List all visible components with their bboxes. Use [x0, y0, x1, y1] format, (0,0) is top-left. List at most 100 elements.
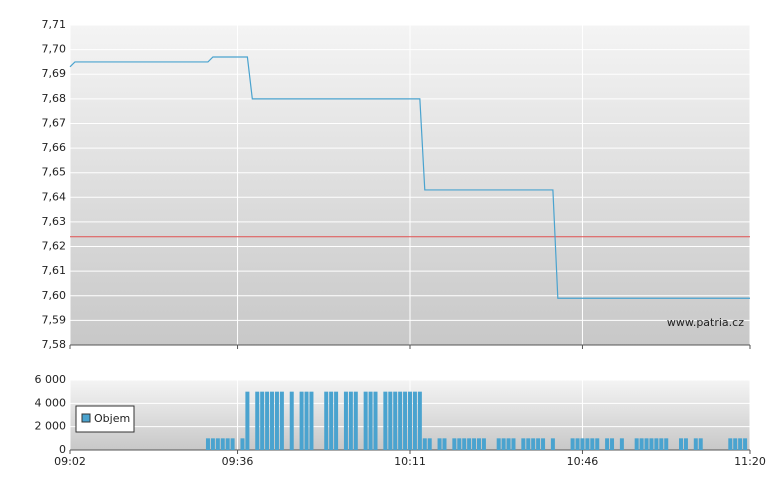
volume-bar: [683, 438, 688, 450]
volume-bar: [274, 391, 279, 450]
volume-bar: [664, 438, 669, 450]
y-tick-label: 6 000: [35, 373, 67, 386]
volume-bar: [230, 438, 235, 450]
volume-bar: [472, 438, 477, 450]
y-tick-label: 4 000: [35, 396, 67, 409]
volume-bar: [403, 391, 408, 450]
y-tick-label: 7,66: [42, 141, 67, 154]
volume-bar: [225, 438, 230, 450]
y-tick-label: 7,68: [42, 92, 67, 105]
volume-bar: [738, 438, 743, 450]
volume-bar: [570, 438, 575, 450]
y-tick-label: 7,60: [42, 289, 67, 302]
volume-bar: [220, 438, 225, 450]
volume-bar: [462, 438, 467, 450]
volume-bar: [442, 438, 447, 450]
volume-bar: [467, 438, 472, 450]
volume-bar: [639, 438, 644, 450]
volume-bar: [388, 391, 393, 450]
x-tick-label: 11:20: [734, 455, 766, 468]
volume-bar: [521, 438, 526, 450]
volume-bar: [550, 438, 555, 450]
volume-bar: [210, 438, 215, 450]
volume-bar: [698, 438, 703, 450]
volume-bar: [289, 391, 294, 450]
y-tick-label: 7,59: [42, 313, 67, 326]
volume-bar: [348, 391, 353, 450]
volume-bar: [368, 391, 373, 450]
y-tick-label: 7,67: [42, 116, 67, 129]
volume-bar: [373, 391, 378, 450]
volume-bar: [324, 391, 329, 450]
volume-bar: [585, 438, 590, 450]
volume-bar: [398, 391, 403, 450]
volume-bar: [511, 438, 516, 450]
volume-bar: [260, 391, 265, 450]
volume-bar: [334, 391, 339, 450]
y-tick-label: 7,64: [42, 190, 67, 203]
volume-bar: [304, 391, 309, 450]
volume-bar: [299, 391, 304, 450]
y-tick-label: 7,63: [42, 215, 67, 228]
volume-bar: [536, 438, 541, 450]
legend-box: [75, 405, 135, 433]
volume-bar: [595, 438, 600, 450]
volume-bar: [506, 438, 511, 450]
y-tick-label: 7,62: [42, 240, 67, 253]
volume-bar: [743, 438, 748, 450]
volume-bar: [649, 438, 654, 450]
volume-bar: [343, 391, 348, 450]
volume-bar: [634, 438, 639, 450]
volume-bar: [427, 438, 432, 450]
y-tick-label: 0: [59, 443, 66, 456]
watermark: www.patria.cz: [667, 316, 744, 329]
y-tick-label: 7,69: [42, 67, 67, 80]
volume-bar: [644, 438, 649, 450]
volume-bar: [531, 438, 536, 450]
volume-bar: [309, 391, 314, 450]
volume-bar: [590, 438, 595, 450]
volume-bar: [265, 391, 270, 450]
volume-bar: [329, 391, 334, 450]
y-tick-label: 7,61: [42, 264, 67, 277]
volume-bar: [422, 438, 427, 450]
volume-bar: [452, 438, 457, 450]
volume-bar: [496, 438, 501, 450]
volume-bar: [619, 438, 624, 450]
volume-bar: [580, 438, 585, 450]
y-tick-label: 7,70: [42, 43, 67, 56]
volume-bar: [481, 438, 486, 450]
volume-bar: [412, 391, 417, 450]
volume-bar: [393, 391, 398, 450]
volume-bar: [353, 391, 358, 450]
volume-bar: [279, 391, 284, 450]
volume-bar: [733, 438, 738, 450]
volume-bar: [605, 438, 610, 450]
y-tick-label: 7,58: [42, 338, 67, 351]
y-tick-label: 7,65: [42, 166, 67, 179]
volume-bar: [526, 438, 531, 450]
volume-bar: [270, 391, 275, 450]
volume-bar: [205, 438, 210, 450]
volume-bar: [693, 438, 698, 450]
volume-bar: [215, 438, 220, 450]
legend-swatch: [81, 413, 91, 423]
volume-bar: [610, 438, 615, 450]
volume-bar: [457, 438, 462, 450]
volume-bar: [245, 391, 250, 450]
volume-bar: [541, 438, 546, 450]
volume-bar: [501, 438, 506, 450]
legend-label: Objem: [94, 412, 130, 425]
volume-bar: [437, 438, 442, 450]
y-tick-label: 2 000: [35, 420, 67, 433]
volume-bar: [240, 438, 245, 450]
volume-bar: [363, 391, 368, 450]
volume-bar: [654, 438, 659, 450]
y-tick-label: 7,71: [42, 18, 67, 31]
volume-bar: [417, 391, 422, 450]
price-line: [69, 56, 750, 299]
volume-bar: [383, 391, 388, 450]
volume-bar: [476, 438, 481, 450]
